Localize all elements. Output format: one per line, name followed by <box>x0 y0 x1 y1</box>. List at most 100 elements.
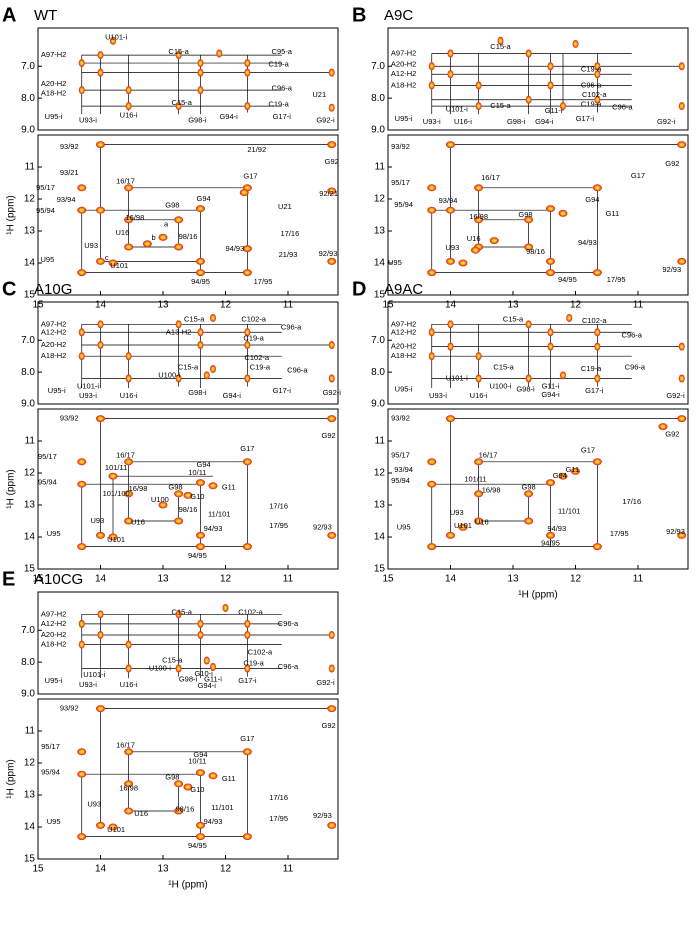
y-tick-label: 14 <box>24 822 36 833</box>
peak-label: G98 <box>168 482 182 491</box>
peak-label: A12-H2 <box>391 69 416 78</box>
peak-label: U93 <box>90 516 104 525</box>
x-tick-label: 14 <box>95 574 107 585</box>
peak-label: U101 <box>454 521 472 530</box>
peak-label: 10/11 <box>188 756 206 765</box>
cross-peak <box>427 543 437 551</box>
cross-peak <box>474 458 484 466</box>
y-tick-label: 9.0 <box>21 399 35 410</box>
cross-peak <box>125 102 132 111</box>
cross-peak <box>96 415 105 423</box>
y-tick-label: 15 <box>374 564 386 575</box>
peak-label: 93/92 <box>60 704 79 713</box>
cross-peak <box>471 246 480 254</box>
cross-peak <box>328 374 335 383</box>
cross-peak <box>77 748 87 756</box>
plot-frame <box>37 408 339 570</box>
peak-label: U100-i <box>158 370 180 379</box>
cross-peak <box>547 328 554 337</box>
cross-peak <box>196 257 205 265</box>
peak-label: U101 <box>110 261 128 270</box>
cross-peak <box>175 320 182 329</box>
peak-label: U16 <box>134 809 148 818</box>
cross-peak <box>678 102 685 111</box>
cross-peak <box>203 371 210 380</box>
y-tick-label: 8.0 <box>371 93 385 104</box>
cross-peak <box>196 769 205 777</box>
cross-peak <box>78 59 85 68</box>
peak-label: A20-H2 <box>41 340 66 349</box>
y-tick-label: 14 <box>374 532 386 543</box>
cross-peak <box>196 833 205 841</box>
cross-peak <box>327 531 337 539</box>
cross-peak <box>210 313 216 322</box>
peak-label: G92-i <box>666 391 685 400</box>
peak-label: C15-a <box>162 656 183 665</box>
peak-label: G94-i <box>541 390 560 399</box>
peak-label: 94/93 <box>547 524 566 533</box>
peak-label: C19-a <box>243 659 264 668</box>
peak-label: U101-i <box>105 33 127 42</box>
cross-peak <box>108 533 118 541</box>
cross-peak <box>124 216 134 224</box>
peak-label: C102-a <box>241 315 266 324</box>
cross-peak <box>108 472 118 480</box>
peak-label: C19-a <box>268 60 289 69</box>
y-tick-label: 15 <box>24 564 36 575</box>
cross-peak <box>125 352 132 361</box>
cross-peak <box>594 70 601 79</box>
peak-label: 16/17 <box>116 740 135 749</box>
peak-label: 94/93 <box>225 244 244 253</box>
peak-label: U93-i <box>79 391 97 400</box>
peak-label: U16-i <box>470 391 488 400</box>
cross-peak <box>427 480 437 488</box>
cross-peak <box>525 374 532 383</box>
plot-frame <box>37 301 339 405</box>
peak-label: G17 <box>243 172 257 181</box>
cross-peak <box>125 374 132 383</box>
y-tick-label: 11 <box>25 726 36 737</box>
cross-peak <box>328 664 335 673</box>
peak-label: G94-i <box>198 681 217 690</box>
cross-peak <box>327 257 337 265</box>
peak-label: U93 <box>84 241 98 250</box>
peak-label: G98 <box>165 772 179 781</box>
peak-label: 101/100 <box>103 489 130 498</box>
peak-label: 101/11 <box>105 463 127 472</box>
peak-label: 16/98 <box>125 213 144 222</box>
cross-peak <box>677 257 687 265</box>
peak-label: 94/95 <box>541 538 560 547</box>
peak-label: G94-i <box>223 391 242 400</box>
y-tick-label: 7.0 <box>21 625 35 636</box>
cross-peak <box>242 458 252 466</box>
cross-peak <box>208 772 218 780</box>
cross-peak <box>678 374 685 383</box>
cross-peak <box>96 141 105 149</box>
peak-label: C15-a <box>490 42 511 51</box>
peak-label: 92/93 <box>313 522 332 531</box>
plot-frame <box>387 134 689 296</box>
cross-peak <box>560 371 566 380</box>
peak-label: 94/95 <box>188 551 207 560</box>
cross-peak <box>428 81 435 90</box>
cross-peak <box>97 68 104 77</box>
cross-peak <box>208 482 218 490</box>
cross-peak <box>244 631 251 640</box>
peak-label: U16 <box>475 518 489 527</box>
cross-peak <box>196 543 205 551</box>
peak-label: C102-a <box>248 648 273 657</box>
y-tick-label: 13 <box>374 500 386 511</box>
cross-peak <box>594 328 601 337</box>
cross-peak <box>197 59 204 68</box>
cross-peak <box>328 68 335 77</box>
peak-label: c <box>105 253 109 262</box>
peak-label: U16 <box>467 234 481 243</box>
cross-peak <box>110 36 116 45</box>
y-tick-label: 12 <box>24 194 36 205</box>
cross-peak <box>203 656 210 665</box>
peak-label: G94 <box>197 460 211 469</box>
peak-label: 11/101 <box>211 803 233 812</box>
cross-peak <box>124 243 134 251</box>
peak-label: A18-H2 <box>391 351 416 360</box>
peak-label: A97-H2 <box>41 50 66 59</box>
